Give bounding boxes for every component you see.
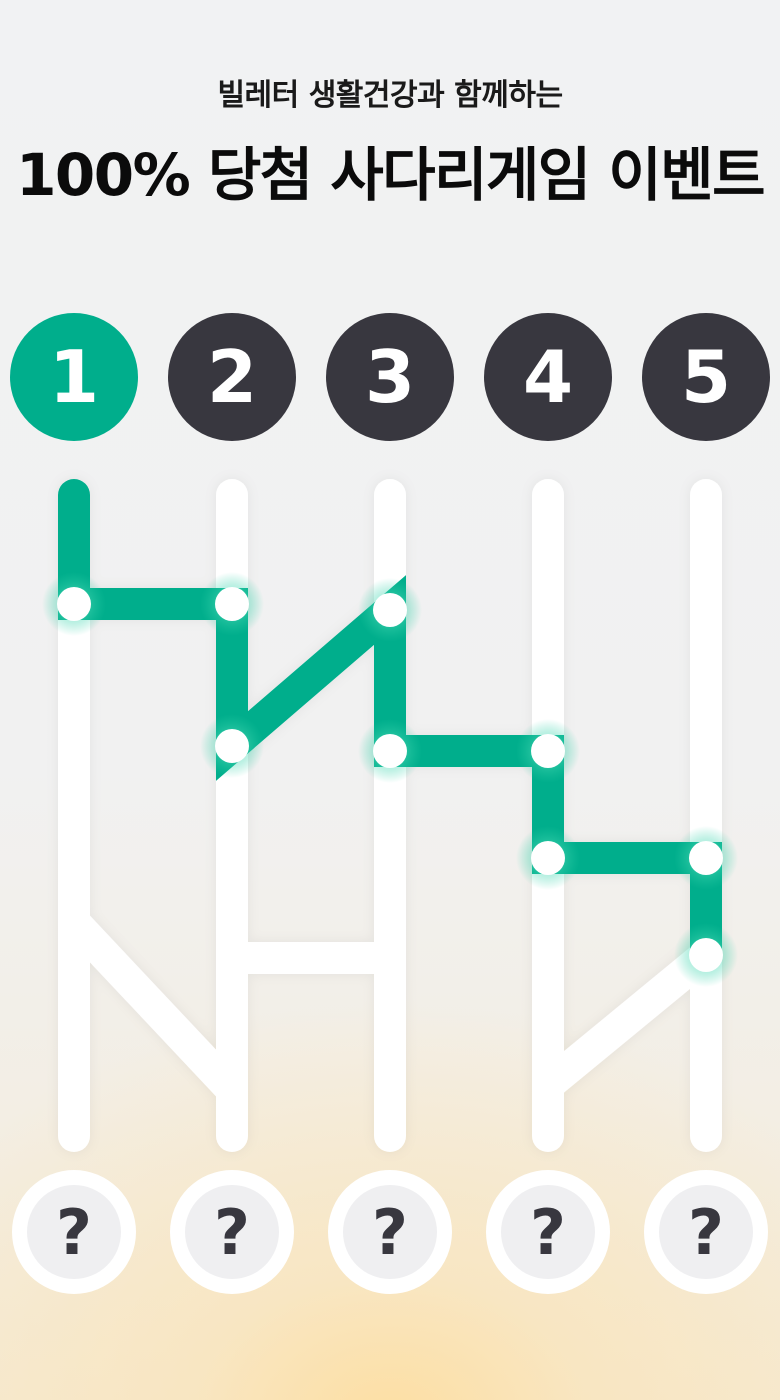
question-mark-icon: ? [343,1185,437,1279]
result-slot-2[interactable]: ? [170,1170,294,1294]
question-mark-icon: ? [659,1185,753,1279]
glowing-node-icon [516,826,580,890]
page-title: 100% 당첨 사다리게임 이벤트 [16,141,765,209]
subtitle: 빌레터 생활건강과 함께하는 [217,78,563,113]
result-slot-3[interactable]: ? [328,1170,452,1294]
glowing-node-icon [200,714,264,778]
result-slot-4[interactable]: ? [486,1170,610,1294]
glowing-node-icon [358,719,422,783]
winning-path [58,479,722,971]
ladder-rung [62,911,244,1101]
question-mark-icon: ? [185,1185,279,1279]
glowing-node-icon [200,572,264,636]
glowing-node-icon [358,578,422,642]
question-mark-icon: ? [501,1185,595,1279]
player-button-3[interactable]: 3 [326,313,454,441]
glowing-node-icon [674,826,738,890]
ladder-rung [537,942,717,1098]
glowing-node-icon [516,719,580,783]
result-slot-1[interactable]: ? [12,1170,136,1294]
glowing-node-icon [42,572,106,636]
path-nodes [42,572,738,987]
glowing-node-icon [674,923,738,987]
question-mark-icon: ? [27,1185,121,1279]
player-button-2[interactable]: 2 [168,313,296,441]
player-button-1[interactable]: 1 [10,313,138,441]
player-button-5[interactable]: 5 [642,313,770,441]
player-button-4[interactable]: 4 [484,313,612,441]
result-slot-5[interactable]: ? [644,1170,768,1294]
